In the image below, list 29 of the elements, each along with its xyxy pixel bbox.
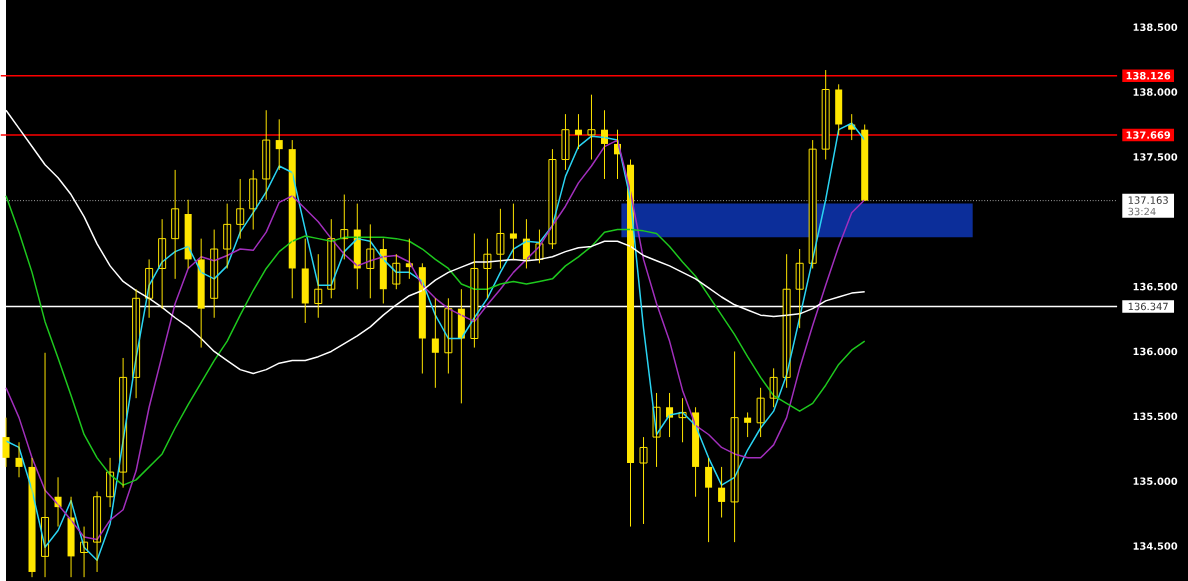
candlestick — [730, 350, 739, 543]
candlestick — [236, 178, 245, 240]
ref-line-label: 137.669 — [1126, 131, 1171, 139]
text: 33:24 — [1128, 207, 1156, 216]
candlestick — [769, 367, 778, 408]
candlestick — [639, 436, 648, 525]
candlestick — [470, 232, 479, 349]
y-tick-label: 138.500 — [1133, 23, 1178, 31]
ref-line-label: 138.126 — [1126, 71, 1171, 80]
candlestick — [782, 253, 791, 389]
y-tick-label: 138.000 — [1133, 88, 1178, 96]
candlestick — [756, 387, 765, 438]
candlestick — [509, 203, 517, 260]
candlestick — [561, 113, 570, 171]
candlestick — [795, 248, 804, 329]
y-tick-label: 136.000 — [1133, 347, 1178, 356]
candlestick — [444, 297, 453, 375]
candlestick — [262, 109, 271, 201]
y-tick-label: 136.500 — [1133, 282, 1178, 291]
candlestick — [496, 208, 505, 269]
candlestick — [587, 94, 596, 161]
candlestick — [808, 139, 817, 269]
ref-line-label: 136.347 — [1128, 302, 1168, 311]
y-tick-label: 135.000 — [1133, 477, 1178, 485]
ref-line-label: 137.163 — [1128, 196, 1168, 204]
candlestick — [548, 148, 557, 250]
y-tick-label: 135.500 — [1133, 412, 1178, 421]
y-tick-label: 137.500 — [1133, 153, 1178, 161]
y-tick-label: 134.500 — [1133, 542, 1178, 550]
